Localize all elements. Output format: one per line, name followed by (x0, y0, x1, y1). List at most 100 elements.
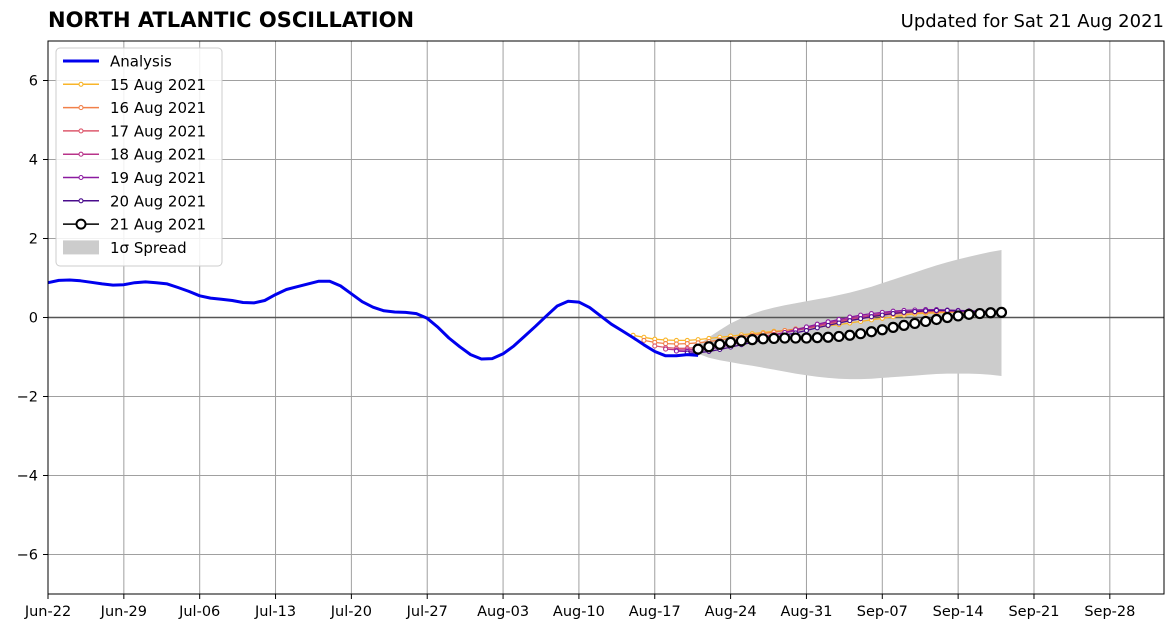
current-forecast-point (757, 333, 769, 345)
y-tick-label: −4 (17, 469, 38, 485)
current-forecast-point (887, 321, 899, 333)
current-forecast-point (822, 331, 834, 343)
y-tick-label: 6 (29, 74, 38, 90)
legend-marker (78, 174, 84, 181)
legend-marker (78, 198, 84, 204)
legend-entry: 21 Aug 2021 (63, 216, 206, 234)
forecast-point (912, 309, 918, 315)
x-tick-label: Jul-20 (330, 604, 372, 620)
legend-entry: 18 Aug 2021 (63, 146, 206, 164)
legend-box (55, 47, 223, 267)
current-forecast-point (833, 330, 845, 343)
current-forecast-series (692, 306, 1008, 355)
x-tick-label: Sep-21 (1008, 604, 1059, 620)
forecast-point (836, 320, 842, 326)
x-tick-label: Jul-27 (406, 604, 448, 620)
legend: Analysis 15 Aug 2021 16 Aug 2021 17 Aug 202… (55, 47, 223, 267)
axes: Jun-22 Jun-29 Jul-06 Jul-13 Jul-20 Jul-27 Aug-… (17, 40, 1165, 620)
forecast-point (652, 343, 658, 349)
y-tick-label: −6 (17, 548, 38, 564)
current-forecast-point (725, 336, 737, 348)
analysis-line (47, 278, 699, 361)
legend-entry: Analysis (63, 53, 172, 71)
forecast-point (890, 310, 896, 317)
current-forecast-point (876, 324, 888, 336)
x-tick-label: Aug-10 (553, 604, 605, 620)
legend-swatch (63, 240, 99, 255)
y-tick-label: 2 (29, 232, 38, 248)
legend-label: 15 Aug 2021 (110, 76, 206, 94)
x-tick-label: Sep-28 (1084, 604, 1135, 620)
forecast-point (847, 318, 853, 324)
legend-label: 1σ Spread (110, 239, 187, 257)
current-forecast-point (855, 328, 867, 340)
y-tick-label: 0 (29, 311, 38, 327)
y-tick-label: 4 (29, 153, 38, 169)
legend-entry: 19 Aug 2021 (63, 169, 206, 187)
current-forecast-point (790, 332, 802, 344)
forecast-point (673, 341, 679, 347)
legend-label: 21 Aug 2021 (110, 216, 206, 234)
series (47, 278, 1008, 361)
forecast-point (814, 325, 820, 331)
forecast-point (673, 348, 679, 354)
legend-entry: 20 Aug 2021 (63, 192, 206, 210)
legend-label: 20 Aug 2021 (110, 192, 206, 210)
spread-area (698, 250, 1002, 380)
x-tick-label: Aug-24 (705, 604, 757, 620)
legend-label: 16 Aug 2021 (110, 99, 206, 117)
x-tick-label: Jul-06 (178, 604, 220, 620)
current-forecast-point (692, 343, 704, 355)
x-tick-label: Jul-13 (254, 604, 296, 620)
forecast-point (901, 309, 907, 315)
forecast-point (944, 307, 950, 313)
x-tick-label: Sep-14 (933, 604, 984, 620)
current-forecast-point (844, 329, 856, 341)
current-forecast-point (811, 332, 823, 344)
forecast-point (858, 316, 864, 322)
x-tick-label: Jun-22 (24, 604, 71, 620)
current-forecast-point (963, 308, 975, 320)
current-forecast-point (735, 335, 748, 347)
forecast-point (868, 314, 875, 320)
current-forecast-point (779, 332, 791, 344)
current-forecast-point (974, 307, 986, 320)
current-forecast-point (800, 332, 813, 344)
y-tick-label: −2 (17, 390, 38, 406)
updated-date: Updated for Sat 21 Aug 2021 (900, 11, 1164, 32)
current-forecast-point (930, 313, 943, 326)
legend-marker (78, 105, 84, 111)
current-forecast-point (909, 317, 921, 330)
current-forecast-point (941, 311, 953, 324)
legend-label: Analysis (110, 53, 172, 71)
legend-entry: 17 Aug 2021 (63, 122, 206, 140)
legend-marker (78, 81, 84, 87)
current-forecast-point (865, 326, 878, 338)
forecast-point (879, 312, 885, 318)
legend-marker (75, 218, 87, 230)
forecast-point (803, 327, 809, 334)
x-tick-label: Aug-31 (780, 604, 832, 620)
legend-entry: 15 Aug 2021 (63, 76, 206, 94)
legend-label: 18 Aug 2021 (110, 146, 206, 164)
current-forecast-point (746, 334, 758, 346)
forecast-point (641, 337, 647, 343)
forecast-point (825, 322, 831, 328)
x-tick-label: Sep-07 (857, 604, 908, 620)
legend-marker (78, 151, 84, 157)
current-forecast-point (768, 332, 780, 345)
x-tick-label: Aug-17 (629, 604, 681, 620)
legend-label: 17 Aug 2021 (110, 122, 206, 140)
current-forecast-point (995, 306, 1008, 318)
forecast-point (933, 307, 940, 313)
current-forecast-point (985, 307, 997, 319)
chart-title: NORTH ATLANTIC OSCILLATION (48, 8, 415, 32)
x-tick-label: Jun-29 (100, 604, 147, 620)
legend-entry: 16 Aug 2021 (63, 99, 206, 117)
x-tick-label: Aug-03 (477, 604, 529, 620)
plot-frame (47, 40, 1165, 595)
spread-band (698, 250, 1002, 380)
current-forecast-point (952, 310, 964, 322)
legend-entry: 1σ Spread (63, 239, 187, 257)
